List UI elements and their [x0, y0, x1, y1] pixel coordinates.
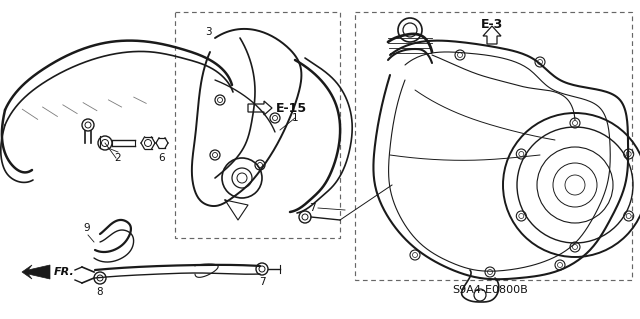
- Polygon shape: [248, 101, 272, 115]
- Text: 7: 7: [259, 277, 266, 287]
- Text: S9A4-E0800B: S9A4-E0800B: [452, 285, 528, 295]
- Text: 1: 1: [292, 113, 298, 123]
- Text: 9: 9: [84, 223, 90, 233]
- Bar: [355, 12, 632, 280]
- Text: 8: 8: [97, 287, 103, 297]
- Text: 7: 7: [308, 203, 316, 213]
- Text: E-15: E-15: [276, 101, 307, 115]
- Text: 2: 2: [115, 153, 122, 163]
- Text: 3: 3: [205, 27, 211, 37]
- Text: E-3: E-3: [481, 18, 503, 31]
- Text: 6: 6: [159, 153, 165, 163]
- Polygon shape: [483, 26, 501, 44]
- Polygon shape: [22, 265, 50, 279]
- Text: FR.: FR.: [54, 267, 75, 277]
